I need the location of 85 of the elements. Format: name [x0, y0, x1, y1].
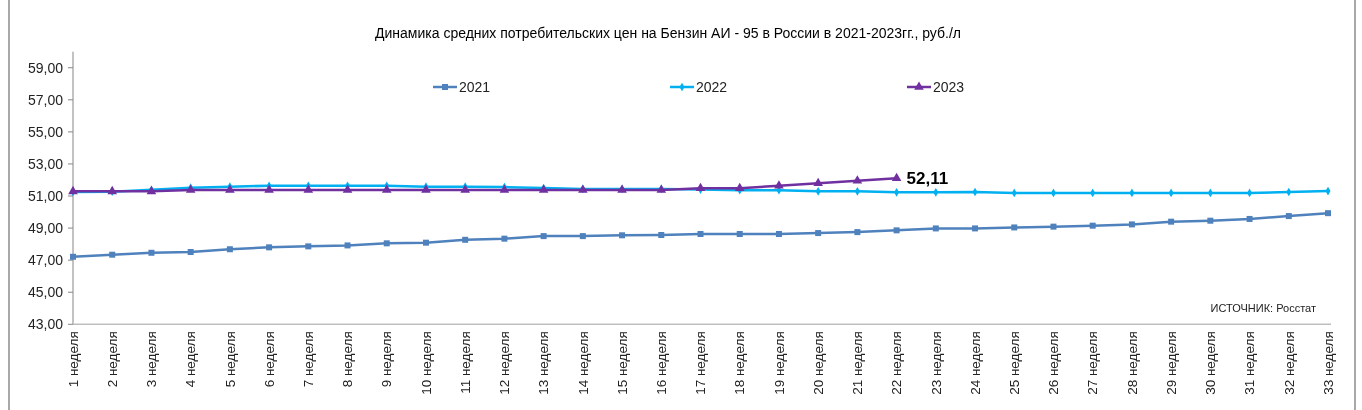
- annotation: ИСТОЧНИК: Росстат: [1210, 301, 1316, 314]
- y-tick-label: 57,00: [27, 91, 64, 108]
- x-tick-label: 4 неделя: [183, 331, 199, 388]
- x-tick-label: 24 неделя: [967, 331, 983, 395]
- point: [1325, 210, 1331, 217]
- x-tick-label: 20 неделя: [810, 331, 826, 395]
- point: [932, 225, 939, 232]
- x-tick-label: 15 неделя: [614, 331, 630, 395]
- point: [1285, 213, 1292, 220]
- x-tick-label: 29 неделя: [1163, 331, 1179, 395]
- x-tick-label: 27 неделя: [1085, 331, 1101, 395]
- x-tick-label: 22 неделя: [889, 331, 905, 395]
- x-tick-label: 16 неделя: [654, 331, 670, 395]
- point: [148, 249, 155, 256]
- x-tick-label: 8 неделя: [340, 331, 356, 388]
- point: [305, 243, 312, 250]
- data-label: 52,11: [906, 169, 949, 189]
- point: [422, 239, 429, 246]
- point: [893, 227, 900, 234]
- point: [774, 180, 784, 189]
- point: [109, 251, 116, 258]
- x-tick-label: 13 неделя: [536, 331, 552, 395]
- point: [70, 253, 76, 260]
- point: [1011, 224, 1018, 231]
- point: [579, 233, 586, 240]
- x-tick-label: 10 неделя: [418, 331, 434, 395]
- y-tick-label: 45,00: [27, 284, 64, 301]
- point: [462, 236, 469, 243]
- point: [501, 235, 508, 242]
- point: [658, 231, 665, 238]
- x-tick-label: 25 неделя: [1006, 331, 1022, 395]
- x-tick-label: 17 неделя: [693, 331, 709, 395]
- legend-label: 2023: [933, 78, 965, 95]
- x-tick-label: 1 неделя: [65, 331, 81, 388]
- x-tick-label: 2 неделя: [104, 331, 120, 388]
- point: [1168, 218, 1175, 225]
- y-tick-label: 53,00: [27, 155, 64, 172]
- x-tick-label: 9 неделя: [379, 331, 395, 388]
- chart-title: Динамика средних потребительских цен на Бензин АИ - 95 в России в 2021-2023гг., руб./л: [375, 25, 961, 41]
- point: [1246, 215, 1253, 222]
- point: [187, 248, 194, 255]
- point: [383, 240, 390, 247]
- point: [813, 177, 823, 187]
- point: [854, 229, 861, 236]
- x-tick-label: 33 неделя: [1320, 331, 1336, 395]
- x-tick-label: 30 неделя: [1203, 331, 1219, 395]
- point: [852, 175, 863, 184]
- x-tick-label: 28 неделя: [1124, 331, 1140, 395]
- legend-label: 2022: [696, 78, 728, 95]
- y-tick-label: 49,00: [27, 219, 64, 236]
- point: [891, 172, 902, 181]
- y-tick-label: 59,00: [27, 59, 64, 76]
- x-tick-label: 32 неделя: [1281, 331, 1297, 395]
- x-tick-label: 3 неделя: [144, 331, 160, 388]
- point: [344, 242, 351, 249]
- point: [1128, 221, 1135, 228]
- x-tick-label: 23 неделя: [928, 331, 944, 395]
- point: [540, 233, 547, 240]
- x-tick-label: 26 неделя: [1046, 331, 1062, 395]
- x-tick-label: 5 неделя: [222, 331, 238, 388]
- x-tick-label: 19 неделя: [771, 331, 787, 395]
- point: [775, 231, 782, 238]
- legend-label: 2021: [459, 78, 491, 95]
- x-tick-label: 7 неделя: [301, 331, 317, 388]
- y-tick-label: 47,00: [27, 252, 64, 269]
- x-tick-label: 12 неделя: [497, 331, 513, 395]
- y-tick-label: 43,00: [27, 316, 64, 333]
- point: [226, 246, 233, 253]
- point: [697, 231, 704, 238]
- x-tick-label: 11 неделя: [457, 331, 473, 394]
- x-tick-label: 18 неделя: [732, 331, 748, 395]
- point: [736, 231, 743, 238]
- point: [266, 244, 273, 251]
- point: [1050, 223, 1057, 230]
- point: [1089, 222, 1096, 229]
- point: [815, 230, 822, 237]
- point: [1207, 217, 1214, 224]
- y-tick-label: 51,00: [27, 187, 64, 204]
- y-tick-label: 55,00: [27, 123, 64, 140]
- x-tick-label: 6 неделя: [261, 331, 277, 388]
- point: [972, 225, 979, 232]
- x-tick-label: 14 неделя: [575, 331, 591, 395]
- x-tick-label: 21 неделя: [850, 331, 866, 395]
- point: [619, 232, 626, 239]
- x-tick-label: 31 неделя: [1242, 331, 1258, 395]
